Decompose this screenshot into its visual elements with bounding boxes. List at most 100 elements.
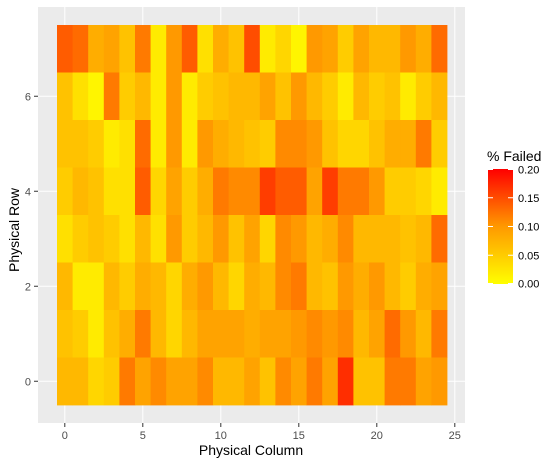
heatmap-cell — [57, 72, 73, 121]
heatmap-cell — [150, 25, 167, 73]
heatmap-cell — [150, 310, 167, 358]
y-axis-label: Physical Row — [6, 187, 22, 272]
heatmap-cell — [150, 357, 167, 406]
heatmap-cell — [369, 262, 385, 311]
heatmap-cell — [213, 215, 229, 263]
heatmap-cell — [322, 72, 339, 121]
heatmap-cell — [72, 357, 89, 406]
heatmap-cell — [135, 215, 151, 263]
heatmap-cell — [103, 120, 120, 168]
heatmap-cell — [400, 25, 417, 73]
y-tick-label: 0 — [25, 376, 31, 388]
heatmap-cell — [197, 215, 214, 263]
heatmap-cell — [88, 310, 105, 358]
heatmap-cell — [228, 72, 245, 121]
heatmap-cell — [72, 25, 89, 73]
heatmap-cell — [228, 357, 245, 406]
heatmap-cell — [431, 310, 448, 358]
heatmap-cell — [135, 357, 151, 406]
heatmap-cell — [88, 72, 105, 121]
heatmap-cell — [306, 120, 323, 168]
heatmap-cell — [337, 357, 354, 406]
heatmap-cell — [369, 357, 385, 406]
heatmap-cell — [103, 167, 120, 216]
y-tick-label: 2 — [25, 281, 31, 293]
heatmap-cell — [306, 262, 323, 311]
heatmap-cell — [213, 167, 229, 216]
heatmap-cell — [337, 262, 354, 311]
heatmap-cell — [322, 310, 339, 358]
heatmap-cell — [322, 357, 339, 406]
x-tick-label: 0 — [62, 430, 68, 442]
heatmap-cell — [353, 357, 370, 406]
heatmap-cell — [72, 215, 89, 263]
heatmap-cell — [88, 25, 105, 73]
heatmap-cell — [400, 120, 417, 168]
heatmap-cell — [306, 215, 323, 263]
heatmap-cell — [384, 310, 401, 358]
heatmap-cell — [291, 215, 307, 263]
heatmap-cell — [291, 262, 307, 311]
heatmap-cell — [259, 167, 276, 216]
heatmap-cell — [400, 215, 417, 263]
heatmap-cell — [213, 357, 229, 406]
heatmap-cell — [228, 310, 245, 358]
y-tick-label: 4 — [25, 186, 31, 198]
heatmap-cell — [275, 310, 292, 358]
heatmap-cell — [119, 120, 136, 168]
heatmap-cell — [431, 262, 448, 311]
heatmap-cell — [431, 120, 448, 168]
heatmap-cell — [181, 310, 198, 358]
legend-tick-label: 0.00 — [518, 279, 539, 291]
heatmap-cell — [275, 357, 292, 406]
heatmap-cell — [353, 120, 370, 168]
heatmap-cell — [353, 25, 370, 73]
heatmap-cell — [259, 25, 276, 73]
heatmap-cell — [150, 262, 167, 311]
legend-tick-label: 0.05 — [518, 250, 539, 262]
heatmap-cell — [291, 120, 307, 168]
heatmap-cell — [181, 215, 198, 263]
legend-tick-label: 0.10 — [518, 222, 539, 234]
heatmap-cell — [431, 215, 448, 263]
heatmap-cell — [150, 120, 167, 168]
heatmap-cell — [244, 310, 261, 358]
heatmap-cell — [88, 215, 105, 263]
heatmap-cell — [103, 310, 120, 358]
heatmap-cell — [415, 72, 432, 121]
heatmap-cell — [150, 167, 167, 216]
heatmap-cell — [322, 120, 339, 168]
heatmap-cell — [384, 357, 401, 406]
heatmap-cell — [322, 262, 339, 311]
heatmap-cell — [400, 72, 417, 121]
heatmap-cell — [369, 167, 385, 216]
heatmap-cell — [353, 262, 370, 311]
heatmap-cell — [244, 357, 261, 406]
heatmap-cell — [119, 357, 136, 406]
heatmap-cell — [57, 215, 73, 263]
heatmap-cell — [369, 120, 385, 168]
legend-tick-label: 0.20 — [518, 165, 539, 177]
heatmap-cell — [150, 72, 167, 121]
heatmap-cell — [244, 72, 261, 121]
heatmap-cell — [119, 262, 136, 311]
heatmap-cell — [259, 72, 276, 121]
heatmap-cell — [291, 167, 307, 216]
heatmap-cell — [166, 357, 183, 406]
heatmap-cell — [72, 120, 89, 168]
heatmap-cell — [228, 25, 245, 73]
heatmap-cell — [400, 310, 417, 358]
heatmap-cell — [384, 167, 401, 216]
heatmap-cell — [369, 25, 385, 73]
heatmap-cell — [291, 25, 307, 73]
heatmap-cell — [384, 25, 401, 73]
heatmap-cell — [135, 262, 151, 311]
heatmap-cell — [103, 357, 120, 406]
heatmap-cell — [119, 25, 136, 73]
heatmap-cell — [306, 310, 323, 358]
heatmap-cell — [275, 215, 292, 263]
heatmap-cell — [166, 120, 183, 168]
heatmap-cell — [415, 167, 432, 216]
